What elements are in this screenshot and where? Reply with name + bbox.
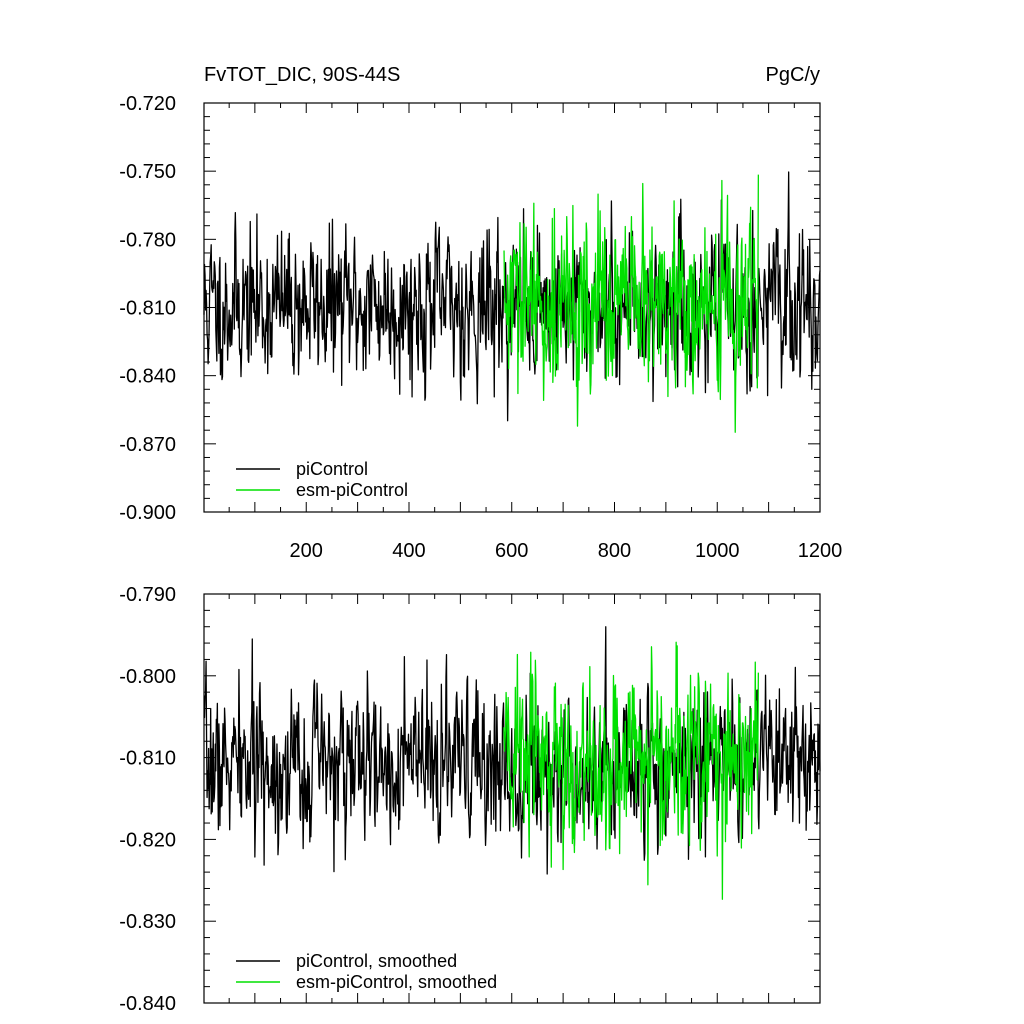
top-y-axis: -0.720 -0.750 -0.780 -0.810 -0.840 -0.870 -0.9… [119, 93, 820, 524]
bottom-y-tick-label: -0.790 [119, 584, 176, 606]
top-plot-area [203, 171, 821, 433]
top-x-tick-label: 200 [290, 540, 323, 562]
top-legend: piControl esm-piControl [236, 459, 408, 500]
top-x-tick-label: 1200 [798, 540, 843, 562]
top-x-tick-label: 1000 [695, 540, 740, 562]
top-title-right: PgC/y [766, 64, 820, 86]
top-y-tick-label: -0.780 [119, 229, 176, 251]
bottom-y-tick-label: -0.840 [119, 993, 176, 1015]
bottom-legend-label-picontrol: piControl, smoothed [296, 951, 457, 971]
bottom-y-axis: -0.790 -0.800 -0.810 -0.820 -0.830 -0.840 [119, 584, 820, 1015]
top-series-line-esm-picontrol [503, 174, 759, 433]
top-y-tick-label: -0.750 [119, 161, 176, 183]
top-x-tick-label: 400 [392, 540, 425, 562]
top-legend-label-picontrol: piControl [296, 459, 368, 479]
bottom-legend: piControl, smoothed esm-piControl, smoot… [236, 951, 497, 992]
bottom-y-tick-label: -0.820 [119, 829, 176, 851]
top-y-tick-label: -0.720 [119, 93, 176, 115]
top-x-tick-label: 600 [495, 540, 528, 562]
bottom-y-tick-label: -0.800 [119, 666, 176, 688]
bottom-plot-area [203, 626, 821, 900]
top-x-tick-label: 800 [598, 540, 631, 562]
top-legend-label-esm-picontrol: esm-piControl [296, 480, 408, 500]
top-y-tick-label: -0.840 [119, 366, 176, 388]
top-panel: FvTOT_DIC, 90S-44S PgC/y 200 400 600 800 100… [119, 64, 842, 562]
top-x-axis: 200 400 600 800 1000 1200 [228, 103, 843, 562]
top-y-tick-label: -0.870 [119, 434, 176, 456]
bottom-legend-label-esm-picontrol: esm-piControl, smoothed [296, 972, 497, 992]
top-title-left: FvTOT_DIC, 90S-44S [204, 64, 400, 86]
bottom-series-line-esm-picontrol [503, 641, 759, 900]
bottom-x-axis [228, 594, 821, 1003]
top-y-tick-label: -0.810 [119, 298, 176, 320]
bottom-y-tick-label: -0.830 [119, 911, 176, 933]
bottom-panel: -0.790 -0.800 -0.810 -0.820 -0.830 -0.840 piC… [119, 584, 821, 1015]
bottom-y-tick-label: -0.810 [119, 748, 176, 770]
top-y-tick-label: -0.900 [119, 502, 176, 524]
